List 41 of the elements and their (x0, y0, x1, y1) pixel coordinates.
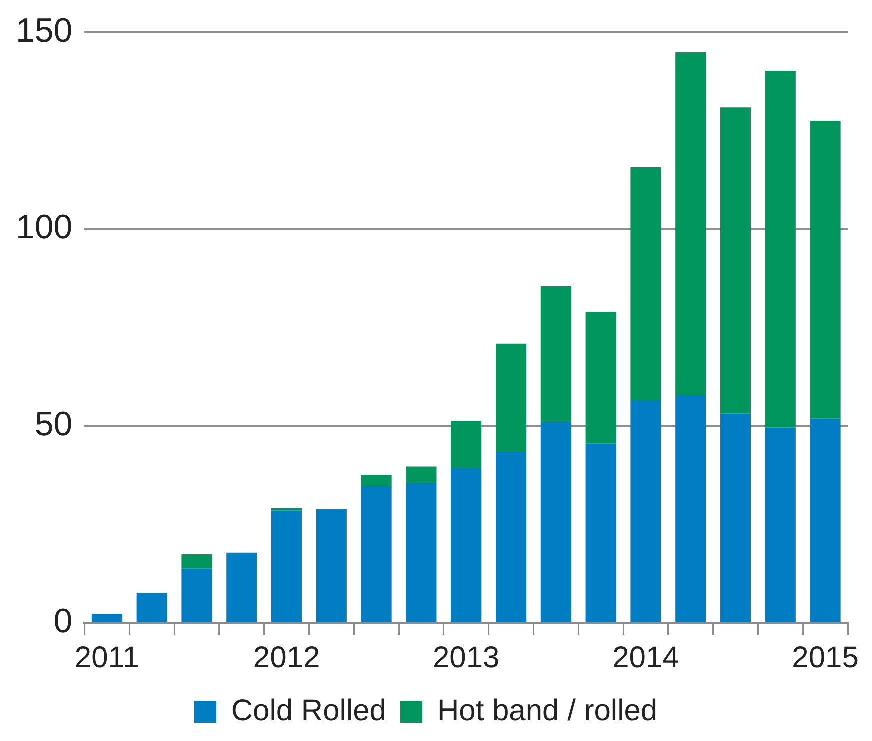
bar (586, 444, 616, 622)
bar (496, 344, 527, 452)
bar (182, 554, 212, 569)
bar (272, 508, 302, 511)
bar (226, 552, 258, 622)
y-tick-label: 0 (54, 602, 73, 640)
bar (451, 468, 482, 622)
x-tick-label: 2011 (74, 641, 140, 674)
bar (316, 509, 347, 622)
y-tick-label: 50 (34, 406, 73, 444)
bar (720, 108, 752, 414)
bar (361, 474, 392, 486)
bar (451, 421, 482, 468)
bar (676, 52, 706, 396)
bar (630, 400, 662, 622)
bar (361, 486, 392, 622)
x-tick-label: 2012 (253, 641, 320, 674)
bar (406, 483, 437, 622)
bar (540, 422, 572, 622)
bar (630, 167, 662, 401)
legend-label: Hot band / rolled (437, 694, 658, 728)
bar (182, 568, 212, 622)
bar (765, 70, 796, 428)
x-tick-label: 2015 (792, 641, 859, 674)
x-tick-label: 2014 (612, 641, 680, 674)
bar (272, 510, 302, 622)
bar (720, 414, 752, 622)
y-tick-label: 150 (16, 12, 73, 50)
bar (810, 120, 841, 419)
bar (810, 418, 841, 622)
bar (765, 428, 796, 622)
bar (540, 286, 572, 422)
y-tick-label: 100 (16, 208, 73, 247)
legend-label: Cold Rolled (231, 694, 386, 728)
bar (496, 452, 527, 622)
bar (676, 395, 706, 622)
x-tick-label: 2013 (432, 641, 500, 674)
bar (136, 593, 168, 622)
bar (406, 466, 437, 484)
bar (586, 312, 616, 444)
bar (92, 614, 122, 622)
